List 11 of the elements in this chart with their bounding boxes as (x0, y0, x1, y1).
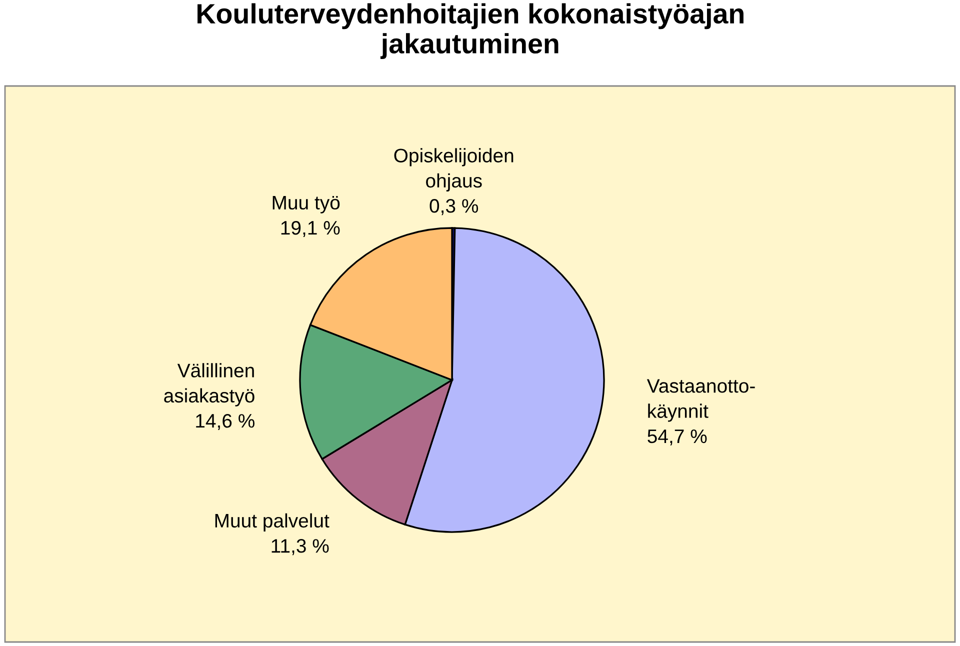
slice-label: Välillinen asiakastyö (164, 363, 254, 406)
data-label: 11,3 % (272, 539, 329, 556)
data-label: 19,1 % (281, 220, 340, 238)
slice-label: Opiskelijoiden ohjaus (394, 148, 514, 192)
chart-title: Kouluterveydenhoitajien kokonaistyöajan jakautuminen (198, 3, 744, 60)
data-label: 0,3 % (430, 199, 478, 216)
slice-label: Vastaanotto- käynnit (646, 379, 755, 422)
slice-label: Muu työ (272, 196, 340, 214)
slice-label: Muut palvelut (215, 513, 330, 532)
data-label: 14,6 % (196, 414, 254, 430)
data-label: 54,7 % (648, 429, 707, 446)
